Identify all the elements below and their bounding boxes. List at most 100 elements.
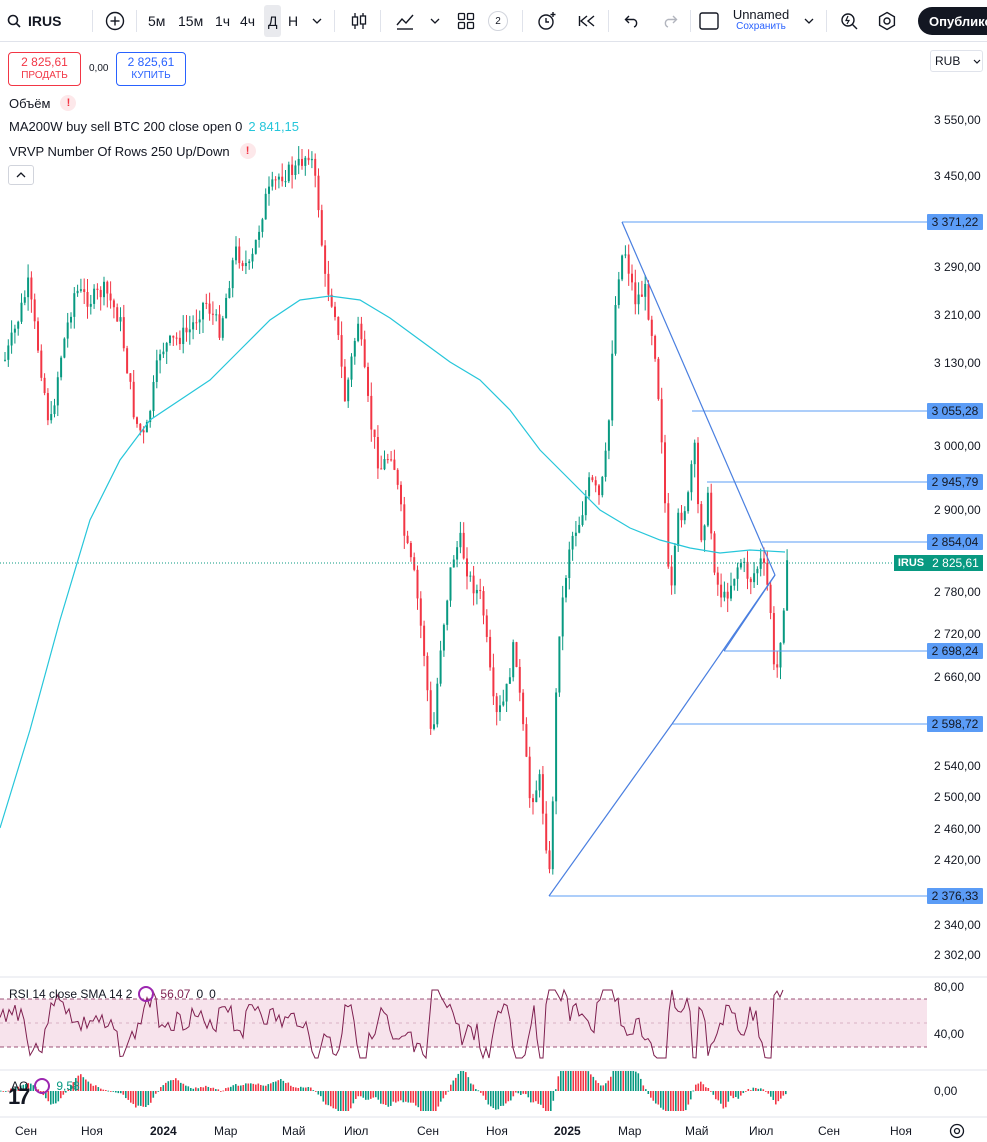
alert-icon[interactable] xyxy=(536,0,558,42)
candle-body xyxy=(772,613,775,665)
add-symbol-icon[interactable] xyxy=(104,0,126,42)
candle-body xyxy=(373,429,376,438)
ao-bar xyxy=(282,1080,285,1091)
search-icon[interactable] xyxy=(6,0,22,42)
timeframe-4h[interactable]: 4ч xyxy=(240,13,256,29)
undo-icon[interactable] xyxy=(622,0,642,42)
save-link[interactable]: Сохранить xyxy=(736,21,786,32)
legend-vrvp[interactable]: VRVP Number Of Rows 250 Up/Down ! xyxy=(9,143,256,159)
timeframe-1h[interactable]: 1ч xyxy=(215,13,231,29)
ao-bar xyxy=(522,1091,525,1094)
candle-body xyxy=(248,261,251,264)
publish-button[interactable]: Опубликовать xyxy=(918,7,987,35)
warning-icon[interactable]: ! xyxy=(60,95,77,111)
candle-body xyxy=(449,567,452,601)
candle-body xyxy=(60,357,63,378)
candle-body xyxy=(261,219,264,232)
gear-icon[interactable] xyxy=(949,1123,965,1142)
warning-icon[interactable]: ! xyxy=(239,143,256,159)
chevron-down-icon[interactable] xyxy=(429,0,441,42)
ao-bar xyxy=(305,1087,307,1091)
candle-body xyxy=(53,405,56,415)
ao-bar xyxy=(480,1091,482,1093)
candle-body xyxy=(274,179,277,181)
legend-ma[interactable]: MA200W buy sell BTC 200 close open 0 2 8… xyxy=(9,119,299,134)
tradingview-logo[interactable]: 17 xyxy=(8,1084,31,1109)
symbol-name[interactable]: IRUS xyxy=(28,13,62,29)
ao-bar xyxy=(290,1085,292,1091)
rsi-axis-80: 80,00 xyxy=(934,980,965,994)
candle-body xyxy=(766,562,769,585)
candle-body xyxy=(294,165,297,175)
ao-bar xyxy=(552,1091,555,1101)
candle-body xyxy=(446,600,449,625)
ao-bar xyxy=(517,1091,520,1094)
timeframe-day[interactable]: Д xyxy=(264,5,282,37)
ao-bar xyxy=(655,1091,657,1104)
quick-search-icon[interactable] xyxy=(838,0,860,42)
candle-body xyxy=(436,683,439,725)
chevron-down-icon[interactable] xyxy=(311,0,323,42)
candle-body xyxy=(413,557,416,570)
price-axis-label: 2 460,00 xyxy=(934,822,981,836)
legend-volume[interactable]: Объём ! xyxy=(9,95,77,111)
candle-body xyxy=(304,157,307,166)
candle-body xyxy=(119,317,122,322)
sell-button[interactable]: 2 825,61 ПРОДАТЬ xyxy=(8,52,81,86)
candle-body xyxy=(27,277,30,298)
indicators-icon[interactable] xyxy=(394,0,416,42)
candle-body xyxy=(211,313,214,315)
ao-bar xyxy=(410,1091,412,1103)
templates-icon[interactable] xyxy=(456,0,476,42)
replay-icon[interactable] xyxy=(577,0,597,42)
redo-icon[interactable] xyxy=(660,0,680,42)
candle-body xyxy=(383,459,386,470)
candle-body xyxy=(584,496,587,516)
timeframe-week[interactable]: Н xyxy=(288,13,299,29)
current-symbol-tag: IRUS xyxy=(894,555,928,571)
layout-name[interactable]: Unnamed Сохранить xyxy=(730,0,792,42)
ao-bar xyxy=(82,1077,85,1091)
collapse-legend-button[interactable] xyxy=(8,165,34,185)
currency-select[interactable]: RUB xyxy=(930,50,983,72)
layout-icon[interactable] xyxy=(698,0,720,42)
chevron-down-icon[interactable] xyxy=(803,0,815,42)
candle-body xyxy=(17,321,20,329)
ao-bar xyxy=(455,1077,457,1091)
ao-bar xyxy=(227,1087,230,1091)
ao-bar xyxy=(125,1091,127,1099)
buy-price: 2 825,61 xyxy=(127,55,175,69)
timeframe-15m[interactable]: 15м xyxy=(178,13,204,29)
candle-body xyxy=(30,277,33,300)
buy-button[interactable]: 2 825,61 КУПИТЬ xyxy=(116,52,186,86)
candle-body xyxy=(106,281,109,294)
ao-bar xyxy=(187,1086,190,1091)
ao-bar xyxy=(395,1091,397,1103)
ao-bar xyxy=(120,1091,122,1094)
ao-bar xyxy=(617,1071,620,1091)
candle-body xyxy=(116,307,119,322)
ao-bar xyxy=(177,1080,180,1091)
ao-bar xyxy=(412,1091,415,1103)
settings-icon[interactable] xyxy=(876,0,898,42)
ao-bar xyxy=(512,1091,515,1097)
ao-legend[interactable]: AO 9,58 xyxy=(2,1078,80,1094)
ao-bar xyxy=(262,1085,265,1091)
candle-body xyxy=(720,584,723,598)
ao-bar xyxy=(160,1087,162,1091)
timeframe-5m[interactable]: 5м xyxy=(148,13,166,29)
candle-body xyxy=(155,360,158,382)
rsi-legend[interactable]: RSI 14 close SMA 14 2 56,07 0 0 xyxy=(0,986,216,1002)
candles-icon[interactable] xyxy=(349,0,369,42)
ao-bar xyxy=(110,1091,112,1092)
ao-bar xyxy=(205,1085,207,1091)
ao-bar xyxy=(510,1091,512,1101)
ao-bar xyxy=(540,1091,542,1105)
ao-bar xyxy=(275,1081,277,1091)
ao-bar xyxy=(145,1091,147,1107)
volume-label: Объём xyxy=(9,95,51,111)
layout-title: Unnamed xyxy=(732,7,790,22)
candle-body xyxy=(360,323,363,340)
ao-bar xyxy=(202,1087,205,1091)
